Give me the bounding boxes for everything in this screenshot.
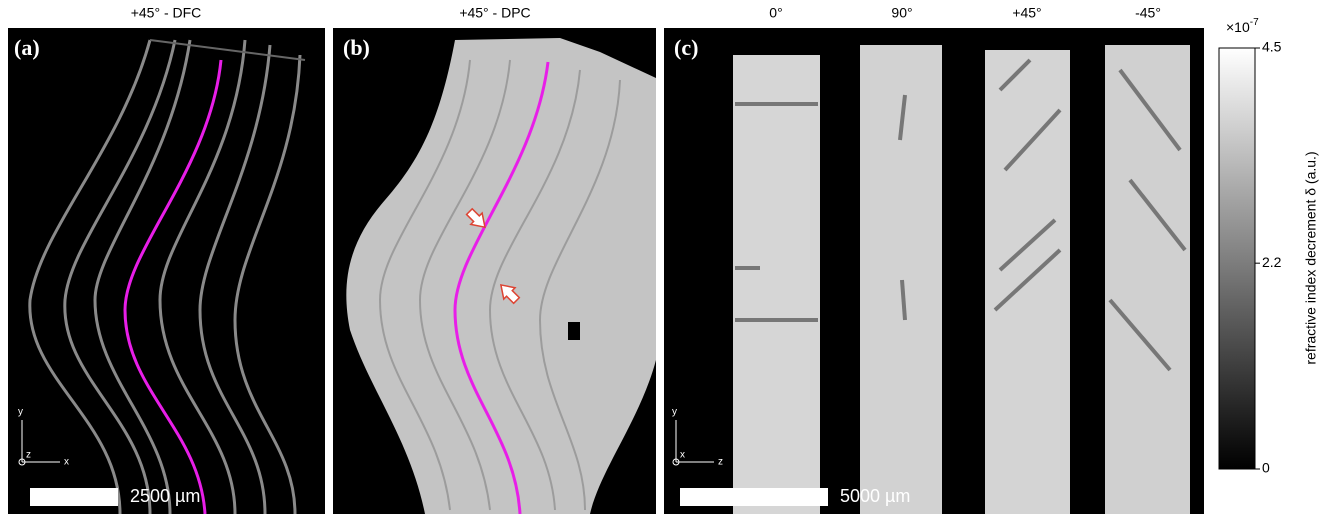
scale-bar bbox=[680, 488, 828, 506]
panel-label: (c) bbox=[674, 35, 698, 60]
colorbar-exponent: ×10-7 bbox=[1226, 17, 1259, 35]
axis-label: x bbox=[64, 457, 69, 468]
axis-label: y bbox=[18, 407, 23, 418]
panel-title: +45° - DPC bbox=[459, 5, 530, 21]
scale-bar-label: 2500 µm bbox=[130, 486, 200, 506]
specimen-strip bbox=[733, 55, 820, 514]
panel-title: +45° bbox=[1012, 5, 1041, 21]
colorbar-label: refractive index decrement δ (a.u.) bbox=[1303, 151, 1319, 364]
panel-title: +45° - DFC bbox=[131, 5, 202, 21]
exponent-base: ×10 bbox=[1226, 19, 1250, 35]
scale-bar-label: 5000 µm bbox=[840, 486, 910, 506]
colorbar-tick-label: 4.5 bbox=[1262, 39, 1282, 55]
exponent-power: -7 bbox=[1250, 17, 1259, 28]
panel-a: (a) +45° - DFC 2500 µm y z x bbox=[8, 5, 325, 514]
panel-label: (a) bbox=[14, 35, 40, 60]
colorbar: ×10-7 refractive index decrement δ (a.u.… bbox=[1219, 17, 1319, 476]
panel-label: (b) bbox=[343, 35, 370, 60]
axis-label: z bbox=[26, 450, 31, 461]
panel-title: 90° bbox=[891, 5, 912, 21]
figure: (a) +45° - DFC 2500 µm y z x (b) +45° - … bbox=[0, 0, 1324, 514]
scale-bar bbox=[30, 488, 118, 506]
axis-label: x bbox=[680, 450, 685, 461]
axis-label: y bbox=[672, 407, 677, 418]
specimen-strip bbox=[1105, 45, 1190, 514]
panel-b: (b) +45° - DPC bbox=[333, 5, 656, 514]
axis-label: z bbox=[718, 457, 723, 468]
panel-title: 0° bbox=[769, 5, 782, 21]
panel-c: (c) 0° 90° +45° -45° 5000 µm y x z bbox=[664, 5, 1204, 514]
void bbox=[568, 322, 580, 340]
colorbar-gradient bbox=[1219, 48, 1255, 469]
colorbar-tick-label: 2.2 bbox=[1262, 254, 1282, 270]
colorbar-tick-label: 0 bbox=[1262, 460, 1270, 476]
panel-title: -45° bbox=[1135, 5, 1161, 21]
